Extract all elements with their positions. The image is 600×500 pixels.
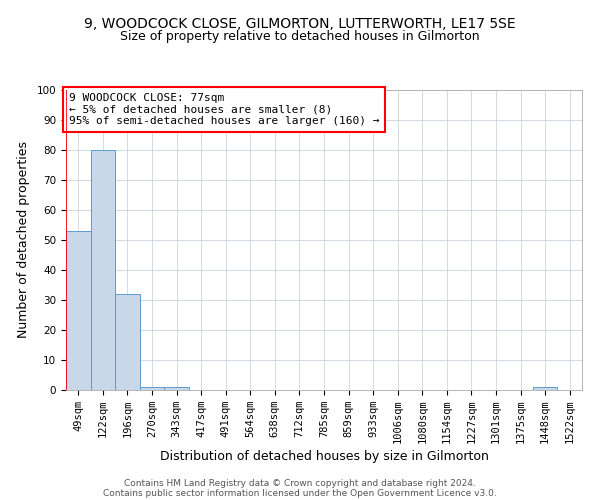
- Bar: [164, 387, 189, 390]
- Bar: [140, 387, 164, 390]
- Y-axis label: Number of detached properties: Number of detached properties: [17, 142, 30, 338]
- Text: 9, WOODCOCK CLOSE, GILMORTON, LUTTERWORTH, LE17 5SE: 9, WOODCOCK CLOSE, GILMORTON, LUTTERWORT…: [84, 18, 516, 32]
- Bar: [66, 231, 91, 390]
- Text: Contains public sector information licensed under the Open Government Licence v3: Contains public sector information licen…: [103, 488, 497, 498]
- Text: Size of property relative to detached houses in Gilmorton: Size of property relative to detached ho…: [120, 30, 480, 43]
- Bar: [533, 387, 557, 390]
- Text: 9 WOODCOCK CLOSE: 77sqm
← 5% of detached houses are smaller (8)
95% of semi-deta: 9 WOODCOCK CLOSE: 77sqm ← 5% of detached…: [68, 93, 379, 126]
- X-axis label: Distribution of detached houses by size in Gilmorton: Distribution of detached houses by size …: [160, 450, 488, 464]
- Bar: [91, 150, 115, 390]
- Text: Contains HM Land Registry data © Crown copyright and database right 2024.: Contains HM Land Registry data © Crown c…: [124, 478, 476, 488]
- Bar: [115, 294, 140, 390]
